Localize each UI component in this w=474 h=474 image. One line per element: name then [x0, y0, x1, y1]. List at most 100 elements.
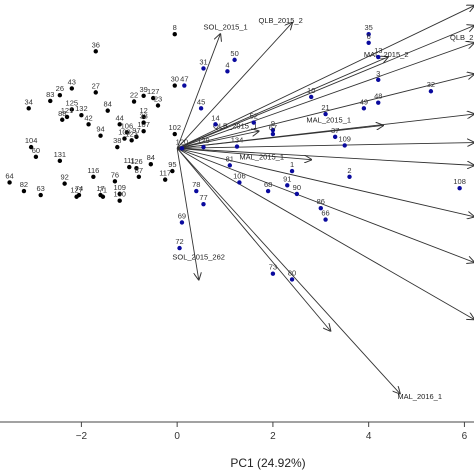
score-point: [79, 112, 84, 118]
point-label: 27: [92, 81, 100, 90]
score-point: [323, 217, 328, 222]
point-label: 88: [58, 109, 66, 118]
point-label: 130: [113, 190, 126, 199]
point-label: 81: [226, 154, 234, 163]
loading-label: MAL_2015_1: [239, 153, 284, 162]
point-label: 36: [92, 40, 100, 49]
point-label: 66: [321, 209, 329, 218]
point-label: 22: [130, 91, 138, 100]
point-label: 49: [360, 97, 368, 106]
score-point: [134, 134, 139, 140]
score-point: [285, 183, 290, 188]
loading-arrow: [177, 147, 474, 216]
score-point: [69, 107, 75, 112]
point-label: 127: [147, 87, 160, 96]
loading-arrow: [177, 74, 474, 149]
loading-arrow: [176, 57, 388, 149]
score-point: [213, 122, 218, 127]
point-label: 71: [99, 186, 107, 195]
score-point: [112, 179, 118, 184]
point-label: 109: [113, 183, 126, 192]
point-label: 84: [147, 153, 155, 162]
score-point: [134, 166, 139, 171]
score-points: 3643268312527841321218842349444106971071…: [5, 23, 466, 282]
score-point: [141, 114, 146, 120]
point-label: 60: [32, 146, 40, 155]
point-label: 64: [5, 171, 13, 180]
point-label: 132: [75, 104, 88, 113]
score-point: [294, 191, 300, 197]
point-label: 102: [168, 123, 181, 132]
score-point: [69, 86, 75, 91]
score-point: [48, 98, 53, 104]
loading-arrow: [177, 147, 474, 165]
point-label: 63: [37, 184, 45, 193]
loading-label: SOL_2015_1: [203, 23, 247, 32]
score-point: [198, 106, 204, 111]
point-label: 48: [374, 92, 382, 101]
score-point: [332, 134, 338, 140]
score-point: [136, 174, 142, 179]
score-point: [129, 138, 134, 143]
score-point: [309, 94, 314, 100]
point-label: 129: [197, 136, 210, 145]
point-label: 83: [46, 90, 54, 99]
point-label: 14: [211, 113, 219, 122]
score-point: [201, 66, 206, 71]
loading-arrow: [176, 147, 400, 393]
point-label: 117: [159, 169, 171, 178]
score-point: [21, 188, 27, 194]
score-point: [227, 163, 233, 168]
point-label: 109: [338, 134, 351, 143]
score-point: [33, 154, 39, 160]
score-point: [141, 128, 146, 134]
loading-arrow: [176, 147, 474, 262]
point-label: 42: [84, 113, 92, 122]
point-label: 47: [180, 75, 188, 84]
point-label: 94: [96, 125, 104, 134]
x-tick-label: 0: [174, 431, 180, 442]
score-point: [457, 185, 462, 191]
score-point: [201, 144, 206, 150]
point-label: 72: [175, 237, 183, 246]
score-point: [179, 220, 185, 225]
point-label: 78: [192, 180, 200, 189]
loading-arrow: [177, 143, 474, 149]
score-point: [270, 131, 276, 137]
point-label: 131: [54, 150, 67, 159]
x-tick-label: 4: [366, 431, 372, 442]
score-point: [347, 174, 352, 179]
score-point: [170, 168, 175, 174]
point-label: 108: [453, 177, 466, 186]
loading-label: MAL_2016_1: [397, 392, 442, 401]
point-label: 38: [113, 136, 121, 145]
point-label: 103: [118, 128, 131, 137]
loading-label: SOL_2015_262: [172, 252, 225, 261]
score-point: [57, 93, 63, 98]
point-label: 77: [199, 193, 207, 202]
point-label: 9: [271, 119, 275, 128]
score-point: [7, 180, 12, 185]
score-point: [86, 122, 91, 127]
point-label: 123: [125, 129, 138, 138]
score-point: [194, 188, 199, 194]
point-label: 44: [116, 113, 124, 122]
score-point: [141, 120, 146, 125]
point-label: 31: [199, 57, 207, 66]
score-point: [38, 192, 43, 198]
loading-label: QLB_2...: [450, 33, 474, 42]
score-point: [93, 49, 98, 54]
score-point: [124, 130, 130, 135]
point-label: 26: [56, 84, 64, 93]
point-label: 106: [121, 121, 134, 130]
point-label: 45: [197, 97, 205, 106]
score-point: [93, 90, 98, 95]
loading-arrow: [176, 23, 292, 149]
score-point: [265, 188, 271, 194]
score-point: [74, 194, 79, 199]
point-label: 73: [269, 263, 277, 272]
point-label: 84: [104, 100, 112, 109]
point-label: 50: [230, 49, 238, 58]
score-point: [148, 162, 154, 167]
score-point: [237, 180, 242, 185]
